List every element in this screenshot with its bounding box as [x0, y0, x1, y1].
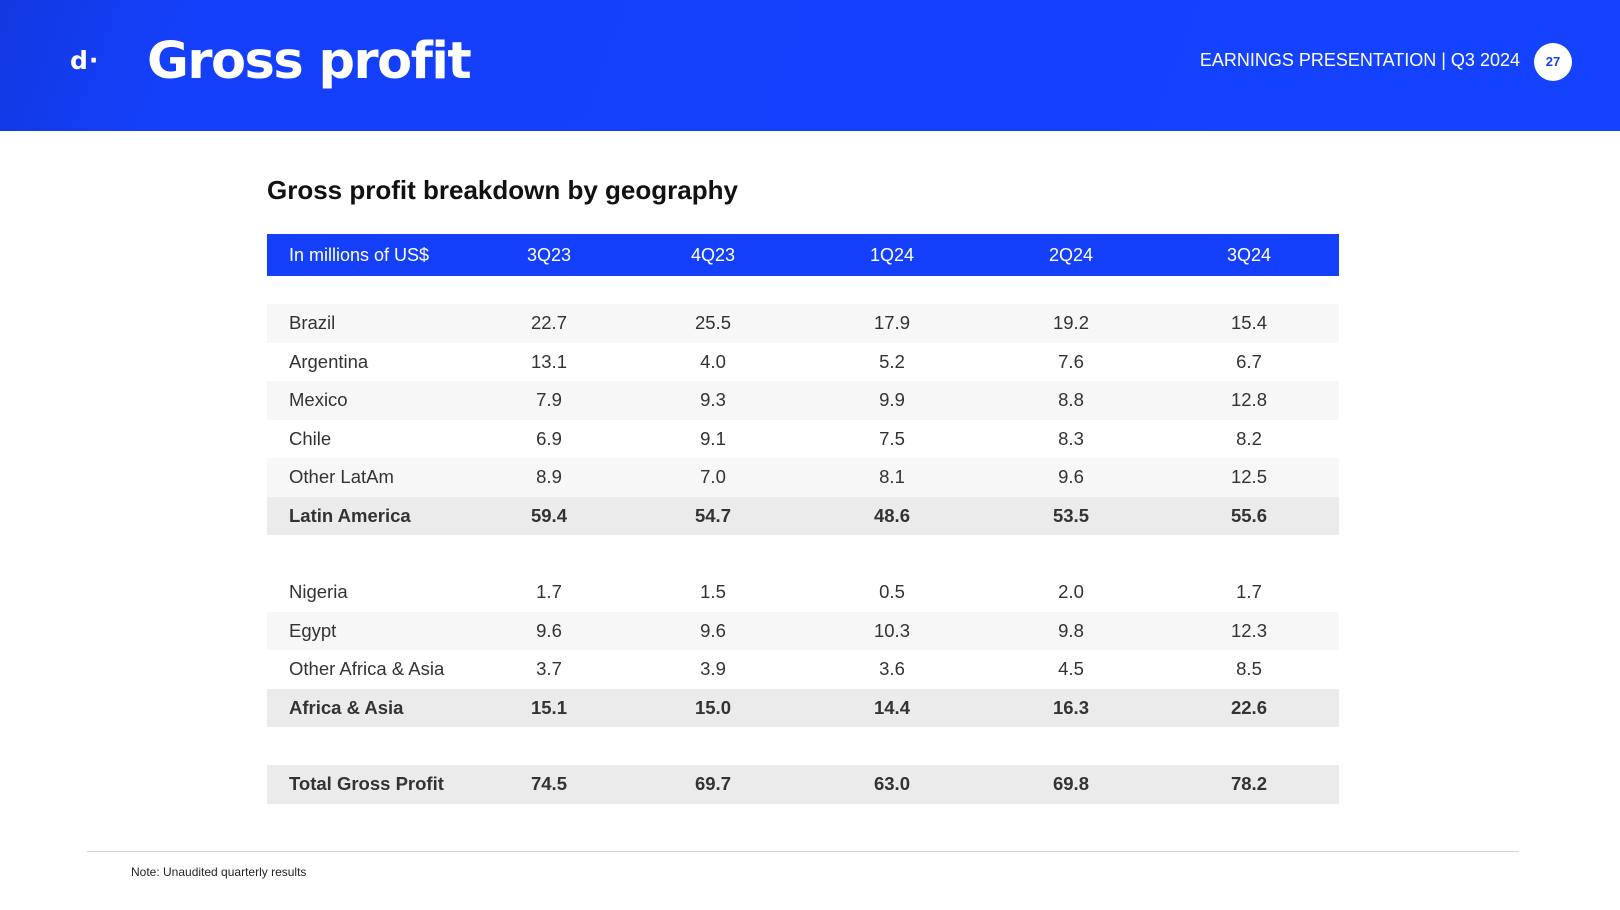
table-cell: 63.0 [873, 773, 910, 795]
table-cell: 3.6 [879, 658, 905, 680]
table-cell: 19.2 [1052, 312, 1089, 334]
table-cell: 15.0 [694, 696, 731, 718]
table-title: Gross profit breakdown by geography [267, 175, 738, 205]
table-cell: 6.9 [536, 427, 562, 449]
table-cell: 1.7 [1236, 581, 1262, 603]
table-cell: 3.9 [700, 658, 726, 680]
table-cell: 8.8 [1058, 389, 1084, 411]
table-row-egypt: Egypt 9.6 9.6 10.3 9.8 12.3 [267, 611, 1339, 650]
table-cell: 9.6 [1058, 466, 1084, 488]
slide-header: d· Gross profit EARNINGS PRESENTATION | … [0, 0, 1620, 131]
table-row-chile: Chile 6.9 9.1 7.5 8.3 8.2 [267, 420, 1339, 459]
table-cell: 48.6 [873, 504, 910, 526]
column-header: 1Q24 [869, 244, 915, 265]
table-cell: 1.5 [700, 581, 726, 603]
table-cell: 7.9 [536, 389, 562, 411]
presentation-title: EARNINGS PRESENTATION | Q3 2024 [1199, 50, 1520, 70]
table-row-mexico: Mexico 7.9 9.3 9.9 8.8 12.8 [267, 381, 1339, 420]
table-cell: 69.7 [694, 773, 731, 795]
table-cell: 9.8 [1058, 619, 1084, 641]
table-row-africa-asia-total: Africa & Asia 15.1 15.0 14.4 16.3 22.6 [267, 688, 1339, 727]
row-label: Argentina [289, 350, 369, 372]
footnote: Note: Unaudited quarterly results [131, 865, 307, 879]
table-cell: 8.3 [1058, 427, 1084, 449]
table-cell: 14.4 [873, 696, 910, 718]
table-cell: 9.1 [700, 427, 726, 449]
unit-label: In millions of US$ [289, 244, 430, 265]
table-cell: 7.6 [1058, 350, 1084, 372]
table-cell: 17.9 [873, 312, 910, 334]
table-row-other-africa-asia: Other Africa & Asia 3.7 3.9 3.6 4.5 8.5 [267, 650, 1339, 689]
table-cell: 9.9 [879, 389, 905, 411]
table-cell: 74.5 [530, 773, 567, 795]
table-spacer [267, 535, 1339, 573]
table-cell: 4.0 [700, 350, 726, 372]
table-row-other-latam: Other LatAm 8.9 7.0 8.1 9.6 12.5 [267, 458, 1339, 497]
table-row-latin-america-total: Latin America 59.4 54.7 48.6 53.5 55.6 [267, 496, 1339, 535]
table-cell: 22.7 [530, 312, 567, 334]
table-cell: 9.3 [700, 389, 726, 411]
table-cell: 3.7 [536, 658, 562, 680]
table-header-row: In millions of US$ 3Q23 4Q23 1Q24 2Q24 3… [267, 234, 1339, 276]
table-cell: 15.1 [530, 696, 567, 718]
row-label: Chile [289, 427, 332, 449]
row-label: Nigeria [289, 581, 348, 603]
table-cell: 16.3 [1052, 696, 1089, 718]
table-cell: 7.5 [879, 427, 905, 449]
row-label: Total Gross Profit [289, 773, 444, 795]
table-row-argentina: Argentina 13.1 4.0 5.2 7.6 6.7 [267, 343, 1339, 382]
table-cell: 9.6 [536, 619, 562, 641]
table-cell: 53.5 [1052, 504, 1089, 526]
column-header: 3Q24 [1226, 244, 1272, 265]
table-cell: 10.3 [873, 619, 910, 641]
table-cell: 59.4 [530, 504, 567, 526]
table-cell: 8.9 [536, 466, 562, 488]
table-cell: 7.0 [700, 466, 726, 488]
table-cell: 4.5 [1058, 658, 1084, 680]
table-cell: 8.2 [1236, 427, 1262, 449]
table-cell: 0.5 [879, 581, 905, 603]
table-cell: 5.2 [879, 350, 905, 372]
table-cell: 69.8 [1052, 773, 1089, 795]
page-title: Gross profit [147, 32, 472, 91]
row-label: Other LatAm [289, 466, 394, 488]
table-cell: 22.6 [1230, 696, 1267, 718]
table-cell: 6.7 [1236, 350, 1262, 372]
table-cell: 2.0 [1058, 581, 1084, 603]
table-spacer [267, 276, 1339, 304]
column-header: 4Q23 [690, 244, 736, 265]
table-cell: 8.1 [879, 466, 905, 488]
page-number-badge: 27 [1534, 43, 1572, 81]
table-cell: 12.8 [1230, 389, 1267, 411]
row-label: Brazil [289, 312, 336, 334]
table-row-brazil: Brazil 22.7 25.5 17.9 19.2 15.4 [267, 304, 1339, 343]
column-header: 3Q23 [526, 244, 572, 265]
table-row-total-gross-profit: Total Gross Profit 74.5 69.7 63.0 69.8 7… [267, 765, 1339, 804]
row-label: Africa & Asia [289, 696, 404, 718]
company-logo: d· [70, 46, 100, 75]
table-spacer [267, 727, 1339, 765]
row-label: Other Africa & Asia [289, 658, 445, 680]
row-label: Latin America [289, 504, 411, 526]
table-row-nigeria: Nigeria 1.7 1.5 0.5 2.0 1.7 [267, 573, 1339, 612]
table-cell: 55.6 [1230, 504, 1267, 526]
table-cell: 25.5 [694, 312, 731, 334]
row-label: Egypt [289, 619, 337, 641]
table-cell: 12.5 [1230, 466, 1267, 488]
table-cell: 15.4 [1230, 312, 1267, 334]
column-header: 2Q24 [1048, 244, 1094, 265]
table-cell: 12.3 [1230, 619, 1267, 641]
table-cell: 8.5 [1236, 658, 1262, 680]
table-cell: 13.1 [530, 350, 567, 372]
table-cell: 54.7 [694, 504, 731, 526]
footer-divider [87, 851, 1519, 852]
gross-profit-table: In millions of US$ 3Q23 4Q23 1Q24 2Q24 3… [267, 234, 1339, 804]
row-label: Mexico [289, 389, 348, 411]
table-cell: 1.7 [536, 581, 562, 603]
table-cell: 9.6 [700, 619, 726, 641]
table-cell: 78.2 [1230, 773, 1267, 795]
